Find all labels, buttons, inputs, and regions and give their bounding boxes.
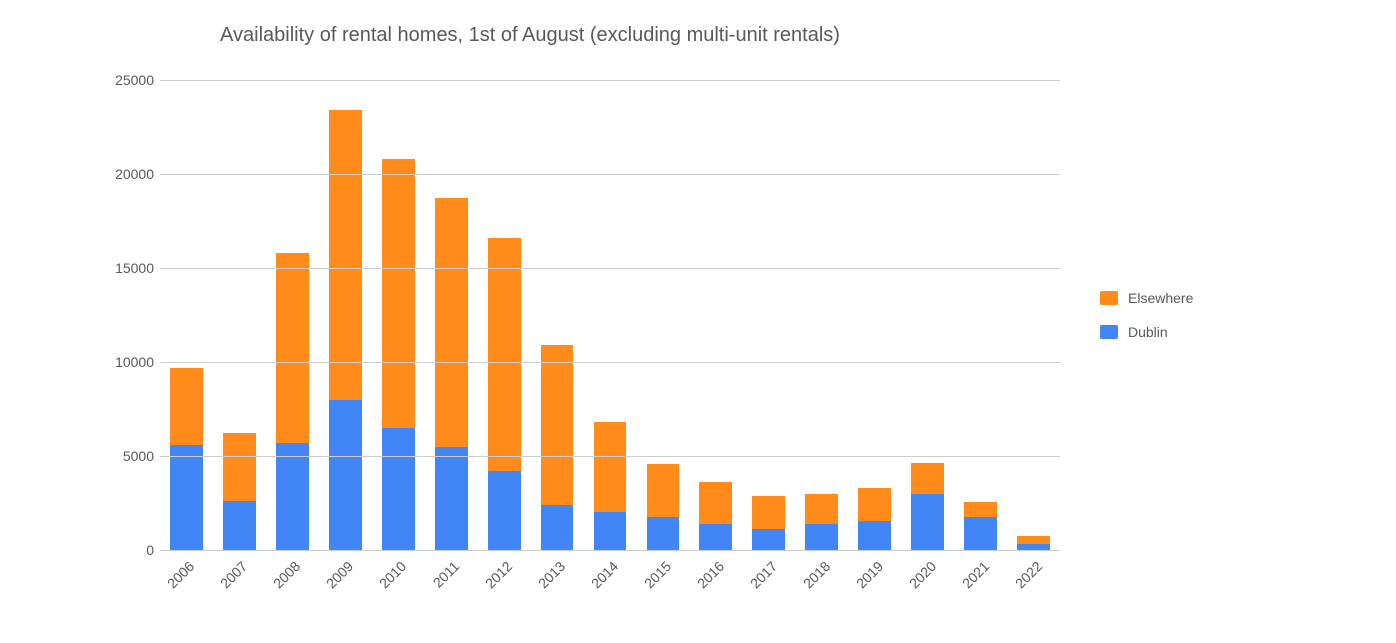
x-tick-label: 2018 bbox=[793, 558, 833, 598]
x-tick-label: 2012 bbox=[476, 558, 516, 598]
y-tick-label: 20000 bbox=[94, 166, 154, 182]
bar-segment bbox=[488, 471, 521, 550]
bar bbox=[858, 80, 891, 550]
y-tick-label: 10000 bbox=[94, 354, 154, 370]
x-tick-label: 2022 bbox=[1005, 558, 1045, 598]
bar-segment bbox=[699, 482, 732, 523]
x-tick-label: 2006 bbox=[158, 558, 198, 598]
x-tick-label: 2020 bbox=[899, 558, 939, 598]
bar bbox=[594, 80, 627, 550]
grid-line bbox=[160, 80, 1060, 81]
bar-segment bbox=[223, 501, 256, 550]
x-tick-label: 2014 bbox=[582, 558, 622, 598]
bar-segment bbox=[805, 494, 838, 524]
grid-line bbox=[160, 550, 1060, 551]
x-tick-label: 2007 bbox=[211, 558, 251, 598]
grid-line bbox=[160, 362, 1060, 363]
bar bbox=[276, 80, 309, 550]
x-tick-label: 2015 bbox=[635, 558, 675, 598]
bar-segment bbox=[647, 464, 680, 517]
legend-item: Elsewhere bbox=[1100, 290, 1193, 306]
bar-segment bbox=[223, 433, 256, 501]
chart-container: Availability of rental homes, 1st of Aug… bbox=[0, 0, 1396, 643]
bar-segment bbox=[752, 529, 785, 550]
bar-segment bbox=[435, 198, 468, 446]
legend-label: Dublin bbox=[1128, 324, 1168, 340]
bar bbox=[329, 80, 362, 550]
bar-segment bbox=[170, 445, 203, 550]
legend-label: Elsewhere bbox=[1128, 290, 1193, 306]
bar-segment bbox=[594, 512, 627, 550]
grid-line bbox=[160, 174, 1060, 175]
bar-segment bbox=[911, 463, 944, 494]
bar-segment bbox=[1017, 536, 1050, 544]
bar bbox=[752, 80, 785, 550]
bar bbox=[647, 80, 680, 550]
bar bbox=[699, 80, 732, 550]
x-tick-label: 2009 bbox=[317, 558, 357, 598]
bar-segment bbox=[329, 110, 362, 400]
plot-area: 0500010000150002000025000200620072008200… bbox=[160, 80, 1060, 550]
y-tick-label: 15000 bbox=[94, 260, 154, 276]
bar-segment bbox=[170, 368, 203, 445]
x-tick-label: 2008 bbox=[264, 558, 304, 598]
bar bbox=[964, 80, 997, 550]
bar-segment bbox=[329, 400, 362, 550]
bar-segment bbox=[541, 345, 574, 505]
legend-swatch bbox=[1100, 291, 1118, 305]
legend-item: Dublin bbox=[1100, 324, 1193, 340]
x-tick-label: 2010 bbox=[370, 558, 410, 598]
bar-segment bbox=[858, 521, 891, 550]
y-tick-label: 5000 bbox=[94, 448, 154, 464]
x-tick-label: 2013 bbox=[529, 558, 569, 598]
x-tick-label: 2016 bbox=[688, 558, 728, 598]
bar bbox=[488, 80, 521, 550]
bar-segment bbox=[699, 524, 732, 550]
bar-segment bbox=[647, 517, 680, 550]
x-tick-label: 2021 bbox=[952, 558, 992, 598]
bar bbox=[435, 80, 468, 550]
bar bbox=[223, 80, 256, 550]
bar-segment bbox=[805, 524, 838, 550]
bar-segment bbox=[594, 422, 627, 512]
bar-segment bbox=[911, 494, 944, 550]
bar-segment bbox=[488, 238, 521, 471]
bar-segment bbox=[382, 428, 415, 550]
bar-segment bbox=[435, 447, 468, 550]
bar-segment bbox=[276, 253, 309, 443]
bar-segment bbox=[541, 505, 574, 550]
bar-segment bbox=[276, 443, 309, 550]
chart-title: Availability of rental homes, 1st of Aug… bbox=[0, 24, 1060, 47]
bar bbox=[170, 80, 203, 550]
grid-line bbox=[160, 456, 1060, 457]
bar bbox=[541, 80, 574, 550]
bar-segment bbox=[382, 159, 415, 428]
bar bbox=[911, 80, 944, 550]
legend: Elsewhere Dublin bbox=[1100, 290, 1193, 358]
bar-segment bbox=[752, 496, 785, 530]
x-tick-label: 2011 bbox=[423, 558, 463, 598]
bar-segment bbox=[964, 502, 997, 517]
bar bbox=[1017, 80, 1050, 550]
x-tick-label: 2017 bbox=[741, 558, 781, 598]
legend-swatch bbox=[1100, 325, 1118, 339]
y-tick-label: 0 bbox=[94, 542, 154, 558]
bar-segment bbox=[858, 488, 891, 521]
y-tick-label: 25000 bbox=[94, 72, 154, 88]
bar bbox=[805, 80, 838, 550]
bars-layer bbox=[160, 80, 1060, 550]
grid-line bbox=[160, 268, 1060, 269]
bar-segment bbox=[964, 517, 997, 550]
x-tick-label: 2019 bbox=[846, 558, 886, 598]
bar bbox=[382, 80, 415, 550]
